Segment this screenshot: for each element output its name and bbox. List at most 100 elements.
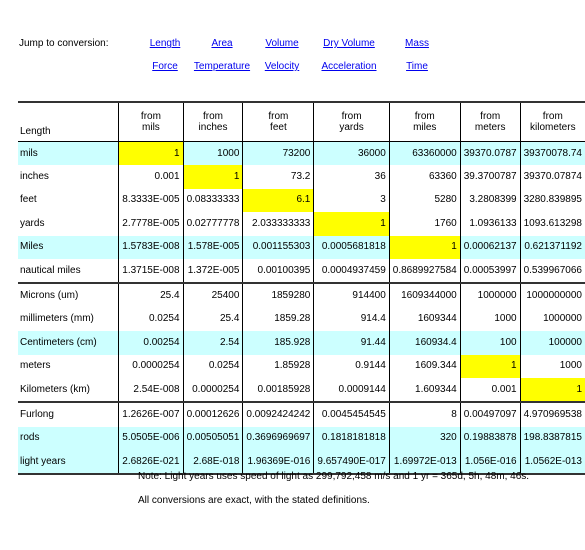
table-cell[interactable]: 0.001 [118,165,184,189]
table-cell[interactable]: 1609344 [388,307,461,332]
table-cell[interactable]: 0.02777778 [182,212,243,236]
table-cell[interactable]: 0.1818181818 [313,426,390,451]
table-cell[interactable]: 320 [388,426,461,451]
table-cell[interactable]: 25400 [182,282,243,308]
table-cell[interactable]: 1.2626E-007 [118,401,184,427]
table-cell[interactable]: 100 [459,331,521,355]
table-cell[interactable]: 39370.0787 [459,141,521,166]
table-cell[interactable]: 0.00185928 [242,377,314,403]
nav-link-mass[interactable]: Mass [405,38,429,49]
table-cell[interactable]: 1.85928 [242,354,314,378]
table-cell[interactable]: 1000000 [519,307,585,332]
table-cell[interactable]: 2.7778E-005 [118,212,184,236]
table-cell[interactable]: 1 [459,354,521,378]
table-cell[interactable]: 91.44 [313,331,390,355]
table-cell[interactable]: 3 [313,188,390,213]
nav-link-temperature[interactable]: Temperature [193,61,251,72]
table-cell[interactable]: 1.372E-005 [182,258,243,284]
table-cell[interactable]: 1 [182,165,243,189]
table-cell[interactable]: 25.4 [118,282,184,308]
nav-link-volume[interactable]: Volume [265,38,299,49]
table-cell[interactable]: 0.00053997 [459,258,521,284]
table-cell[interactable]: 39.3700787 [459,165,521,189]
table-cell[interactable]: 1000 [459,307,521,332]
table-cell[interactable]: 36000 [313,141,390,166]
table-cell[interactable]: 1000000 [459,282,521,308]
nav-link-velocity[interactable]: Velocity [264,61,300,72]
table-cell[interactable]: 73200 [242,141,314,166]
nav-link-acceleration[interactable]: Acceleration [321,61,377,72]
nav-link-force[interactable]: Force [152,61,178,72]
table-cell[interactable]: 0.001155303 [242,235,314,259]
table-cell[interactable]: 1.5783E-008 [118,235,184,259]
table-cell[interactable]: 1.609344 [388,377,461,403]
table-cell[interactable]: 63360 [388,165,461,189]
table-cell[interactable]: 1 [313,212,390,236]
table-cell[interactable]: 0.00254 [118,331,184,355]
table-cell[interactable]: 0.9144 [313,354,390,378]
table-cell[interactable]: 1760 [388,212,461,236]
table-cell[interactable]: 0.0000254 [118,354,184,378]
table-cell[interactable]: 0.0045454545 [313,401,390,427]
table-cell[interactable]: 0.0009144 [313,377,390,403]
table-cell[interactable]: 1609.344 [388,354,461,378]
nav-link-area[interactable]: Area [211,38,233,49]
nav-link-dry-volume[interactable]: Dry Volume [323,38,375,49]
table-cell[interactable]: 0.0005681818 [313,235,390,259]
table-cell[interactable]: 5.0505E-006 [118,426,184,451]
table-cell[interactable]: 100000 [519,331,585,355]
table-cell[interactable]: 0.001 [459,377,521,403]
table-cell[interactable]: 1.3715E-008 [118,258,184,284]
table-cell[interactable]: 1 [388,235,461,259]
table-cell[interactable]: 3.2808399 [459,188,521,213]
table-cell[interactable]: 1859.28 [242,307,314,332]
table-cell[interactable]: 1.578E-005 [182,235,243,259]
table-cell[interactable]: 0.539967066 [519,258,585,284]
table-cell[interactable]: 1.056E-016 [459,450,521,476]
table-cell[interactable]: 39370078.74 [519,141,585,166]
table-cell[interactable]: 0.0254 [182,354,243,378]
table-cell[interactable]: 2.54E-008 [118,377,184,403]
table-cell[interactable]: 0.621371192 [519,235,585,259]
table-cell[interactable]: 6.1 [242,188,314,213]
table-cell[interactable]: 1859280 [242,282,314,308]
table-cell[interactable]: 0.8689927584 [388,258,461,284]
table-cell[interactable]: 198.8387815 [519,426,585,451]
table-cell[interactable]: 2.68E-018 [182,450,243,476]
table-cell[interactable]: 0.08333333 [182,188,243,213]
table-cell[interactable]: 3280.839895 [519,188,585,213]
table-cell[interactable]: 1000 [519,354,585,378]
table-cell[interactable]: 9.657490E-017 [313,450,390,476]
table-cell[interactable]: 0.00012626 [182,401,243,427]
table-cell[interactable]: 1.96369E-016 [242,450,314,476]
nav-link-time[interactable]: Time [406,61,428,72]
table-cell[interactable]: 2.6826E-021 [118,450,184,476]
table-cell[interactable]: 160934.4 [388,331,461,355]
table-cell[interactable]: 4.970969538 [519,401,585,427]
table-cell[interactable]: 914400 [313,282,390,308]
table-cell[interactable]: 1093.613298 [519,212,585,236]
table-cell[interactable]: 0.00497097 [459,401,521,427]
table-cell[interactable]: 0.0004937459 [313,258,390,284]
table-cell[interactable]: 1.0562E-013 [519,450,585,476]
table-cell[interactable]: 1.0936133 [459,212,521,236]
table-cell[interactable]: 1000000000 [519,282,585,308]
table-cell[interactable]: 1609344000 [388,282,461,308]
table-cell[interactable]: 39370.07874 [519,165,585,189]
nav-link-length[interactable]: Length [149,38,181,49]
table-cell[interactable]: 0.0000254 [182,377,243,403]
table-cell[interactable]: 0.0092424242 [242,401,314,427]
table-cell[interactable]: 0.0254 [118,307,184,332]
table-cell[interactable]: 914.4 [313,307,390,332]
table-cell[interactable]: 36 [313,165,390,189]
table-cell[interactable]: 1.69972E-013 [388,450,461,476]
table-cell[interactable]: 8.3333E-005 [118,188,184,213]
table-cell[interactable]: 2.033333333 [242,212,314,236]
table-cell[interactable]: 25.4 [182,307,243,332]
table-cell[interactable]: 73.2 [242,165,314,189]
table-cell[interactable]: 1 [519,377,585,403]
table-cell[interactable]: 185.928 [242,331,314,355]
table-cell[interactable]: 0.00100395 [242,258,314,284]
table-cell[interactable]: 63360000 [388,141,461,166]
table-cell[interactable]: 0.00062137 [459,235,521,259]
